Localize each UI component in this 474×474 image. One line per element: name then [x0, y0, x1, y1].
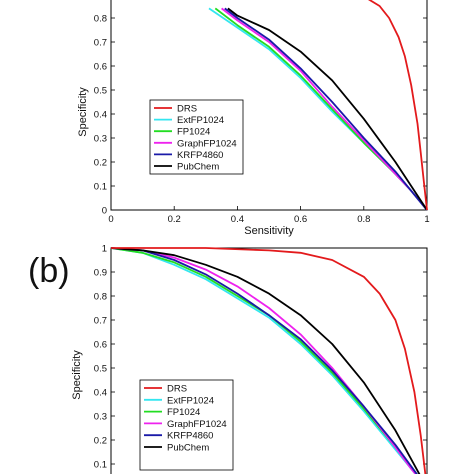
- panel-a-legend-label-extfp1024: ExtFP1024: [177, 115, 224, 126]
- panel-a-xtick-label: 0.4: [231, 214, 244, 225]
- panel-a-ytick-label: 0.8: [94, 14, 107, 25]
- panel-b-ytick-label: 0.9: [94, 268, 107, 279]
- panel-a-ylabel: Specificity: [77, 87, 89, 137]
- panel-a-legend: DRSExtFP1024FP1024GraphFP1024KRFP4860Pub…: [149, 99, 244, 175]
- panel-b-legend-box: [139, 379, 234, 471]
- panel-b-legend-label-krfp4860: KRFP4860: [167, 431, 213, 442]
- panel-a-xtick-label: 1: [424, 214, 429, 225]
- panel-a-legend-label-graphfp1024: GraphFP1024: [177, 138, 237, 149]
- panel-a-xtick-label: 0.2: [168, 214, 181, 225]
- panel-a-series: [208, 0, 428, 211]
- panel-b-ytick-label: 0.1: [94, 460, 107, 471]
- panel-b-ytick-label: 0.5: [94, 364, 107, 375]
- panel-a-ytick-label: 0.6: [94, 62, 107, 73]
- panel-a-ticks: 0 0.1 0.2 0.3 0.4 0.5 0.6 0.7 0.8 0 0.2 0.4 0.6 0.8 1: [94, 14, 430, 226]
- panel-a-legend-box: [149, 99, 244, 175]
- panel-b-legend-label-graphfp1024: GraphFP1024: [167, 419, 227, 430]
- panel-b-line-extfp1024: [110, 247, 417, 474]
- panel-b-line-graphfp1024: [110, 247, 417, 474]
- panel-b-ytick-label: 0.2: [94, 436, 107, 447]
- panel-a-ytick-label: 0.4: [94, 110, 107, 121]
- panel-b-ytick-label: 0.3: [94, 412, 107, 423]
- panel-a-legend-label-drs: DRS: [177, 104, 197, 115]
- panel-a-ytick-label: 0: [102, 206, 107, 217]
- panel-b-series: [110, 247, 427, 474]
- panel-a-ytick-label: 0.7: [94, 38, 107, 49]
- panel-a-xtick-label: 0: [108, 214, 113, 225]
- panel-a-xtick-label: 0.6: [294, 214, 307, 225]
- panel-a-line-krfp4860: [224, 7, 428, 211]
- panel-b-ytick-label: 0.8: [94, 292, 107, 303]
- panel-b-line-drs: [111, 247, 427, 474]
- panel-a-legend-label-pubchem: PubChem: [177, 162, 219, 173]
- panel-a-ytick-label: 0.2: [94, 158, 107, 169]
- panel-b: (b) 0.1 0.2 0.3 0.4 0.5 0.6 0.7 0.8 0.9 1 Specifi…: [28, 244, 428, 474]
- panel-b-legend-label-fp1024: FP1024: [167, 407, 200, 418]
- panel-b-ytick-label: 1: [102, 244, 107, 255]
- panel-a-ytick-label: 0.5: [94, 86, 107, 97]
- panel-b-label: (b): [28, 252, 70, 290]
- panel-b-ytick-label: 0.7: [94, 316, 107, 327]
- panel-b-ytick-label: 0.6: [94, 340, 107, 351]
- panel-b-legend-label-pubchem: PubChem: [167, 443, 209, 454]
- panel-a: 00.10.20.30.40.50.60.70.80 0.2 0.4 0.6 0.8 1 …: [77, 0, 430, 237]
- panel-b-legend-label-extfp1024: ExtFP1024: [167, 395, 214, 406]
- panel-a-line-drs: [367, 0, 428, 211]
- panel-a-line-pubchem: [227, 7, 428, 211]
- panel-b-line-krfp4860: [110, 247, 418, 474]
- panel-a-legend-label-fp1024: FP1024: [177, 127, 210, 138]
- panel-b-line-pubchem: [110, 247, 421, 474]
- panel-a-ytick-label: 0.1: [94, 182, 107, 193]
- panel-a-legend-label-krfp4860: KRFP4860: [177, 150, 223, 161]
- panel-b-ytick-label: 0.4: [94, 388, 107, 399]
- panel-a-xtick-label: 0.8: [357, 214, 370, 225]
- panel-b-legend: DRSExtFP1024FP1024GraphFP1024KRFP4860Pub…: [139, 379, 234, 471]
- panel-a-xlabel: Sensitivity: [244, 225, 294, 237]
- panel-a-ytick-label: 0.3: [94, 134, 107, 145]
- panel-b-ylabel: Specificity: [71, 350, 83, 400]
- panel-b-legend-label-drs: DRS: [167, 384, 187, 395]
